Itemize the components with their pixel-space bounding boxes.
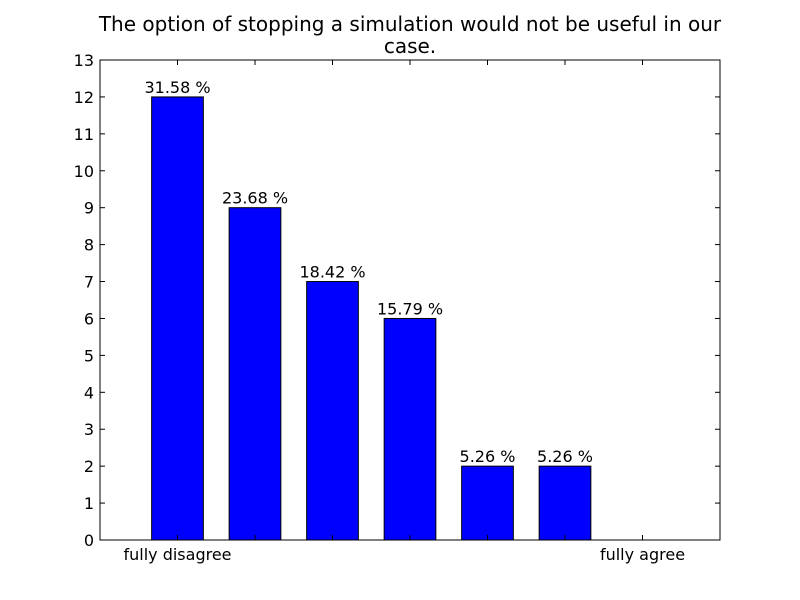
y-tick-label: 12 [74,88,94,107]
y-tick-label: 13 [74,51,94,70]
y-tick-label: 2 [84,457,94,476]
axes-frame [99,59,721,541]
bar-data-label: 23.68 % [222,189,288,208]
y-tick-label: 9 [84,199,94,218]
y-tick-label: 8 [84,236,94,255]
y-tick-label: 1 [84,494,94,513]
bar [538,465,592,541]
bar-data-label: 5.26 % [460,447,516,466]
bar [306,281,359,541]
x-tick-label: fully disagree [123,545,231,564]
y-tick-label: 6 [84,309,94,328]
y-tick-label: 5 [84,346,94,365]
bar [383,317,437,541]
y-tick-label: 11 [74,125,94,144]
bar [228,207,282,541]
chart-title-line-1: The option of stopping a simulation woul… [98,12,722,36]
bar-data-label: 15.79 % [377,299,443,318]
y-tick-label: 7 [84,273,94,292]
bar [151,96,204,541]
y-tick-label: 3 [84,420,94,439]
y-tick-label: 0 [84,531,94,550]
y-tick-label: 10 [74,162,94,181]
y-tick-label: 4 [84,383,94,402]
x-tick-label: fully agree [600,545,685,564]
bar-data-label: 31.58 % [144,78,210,97]
bar-data-label: 18.42 % [299,263,365,282]
bar [461,465,514,541]
chart-title-line-2: case. [384,34,436,58]
bar-data-label: 5.26 % [537,447,593,466]
